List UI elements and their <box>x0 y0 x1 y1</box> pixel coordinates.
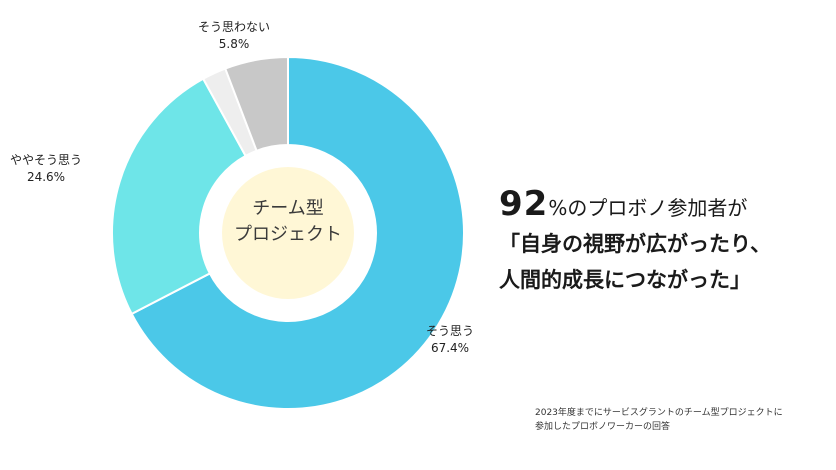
slice-label-somewhat-agree-text: ややそう思う <box>10 153 83 167</box>
slice-label-disagree-text: そう思わない <box>198 20 271 34</box>
center-label-line-2: プロジェクト <box>234 224 342 245</box>
headline-line-1: 92%のプロボノ参加者が <box>499 186 829 226</box>
slice-label-agree: そう思う 67.4% <box>426 323 474 357</box>
donut-slice-agree <box>130 55 465 410</box>
headline-line-1-rest: %のプロボノ参加者が <box>548 196 748 220</box>
donut-center-disk <box>222 167 354 299</box>
headline: 92%のプロボノ参加者が 「自身の視野が広がったり、 人間的成長につながった」 <box>499 186 829 298</box>
footnote-line-1: 2023年度までにサービスグラントのチーム型プロジェクトに <box>535 408 783 418</box>
center-label-line-1: チーム型 <box>252 198 324 219</box>
slice-label-agree-text: そう思う <box>426 324 475 338</box>
footnote-line-2: 参加したプロボノワーカーの回答 <box>535 422 671 432</box>
slice-label-somewhat-agree: ややそう思う 24.6% <box>10 152 82 186</box>
headline-number: 92 <box>499 184 549 224</box>
headline-line-3: 人間的成長につながった」 <box>499 268 751 292</box>
donut-slice-somewhat-agree <box>111 77 247 316</box>
slice-label-agree-percent: 67.4% <box>430 341 470 355</box>
slice-label-disagree: そう思わない 5.8% <box>198 19 270 53</box>
slice-label-somewhat-agree-percent: 24.6% <box>26 170 66 184</box>
donut-slice-disagree <box>223 55 289 153</box>
footnote: 2023年度までにサービスグラントのチーム型プロジェクトに 参加したプロボノワー… <box>535 406 825 434</box>
slice-label-disagree-percent: 5.8% <box>218 37 250 51</box>
headline-line-2: 「自身の視野が広がったり、 <box>499 232 772 256</box>
donut-center-label: チーム型 プロジェクト <box>223 196 353 248</box>
